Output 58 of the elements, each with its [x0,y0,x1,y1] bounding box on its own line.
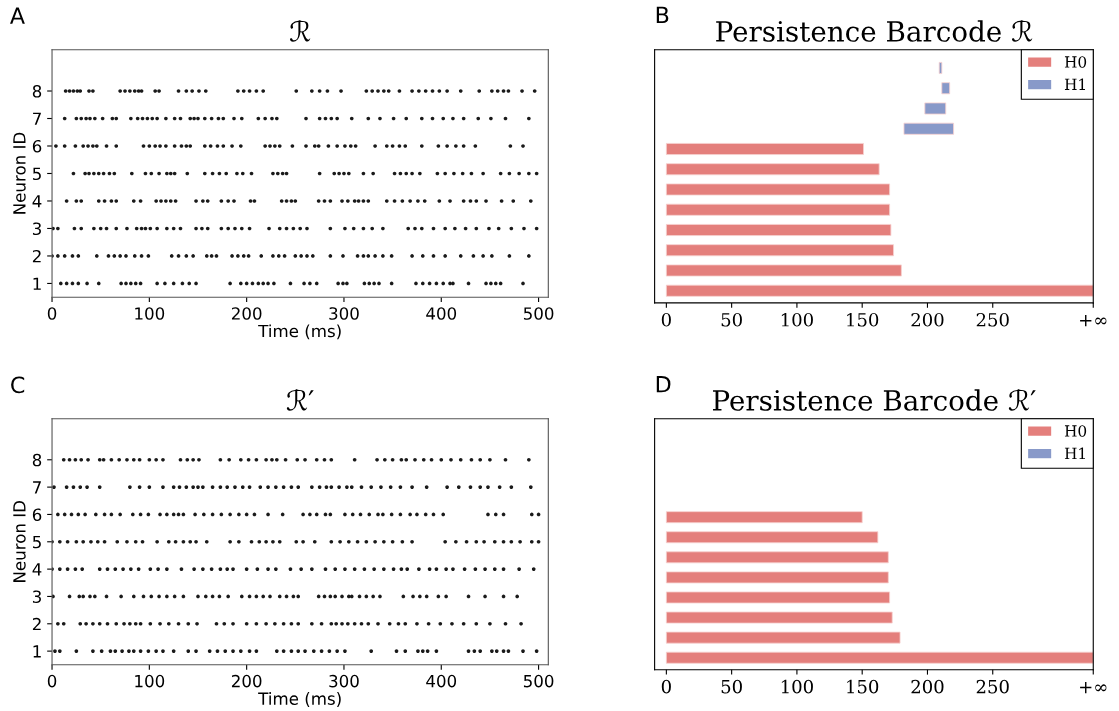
text: A [10,7,25,24]
x-tick-label: 50 [721,679,742,694]
x-tick-label: 150 [847,312,879,327]
x-tick-label: 0 [47,674,57,688]
y-tick-label: 6 [32,508,42,522]
x-tick-label: 400 [426,674,457,688]
y-tick-label: 5 [32,535,41,549]
y-tick-label: 4 [32,195,42,208]
chart-title: ℛ′ [286,388,314,411]
legend-label: H0 [1064,425,1087,437]
legend-label: H1 [1064,447,1085,459]
y-tick-label: 2 [32,249,41,263]
x-tick-label: 0 [661,679,671,694]
y-tick-label: 4 [32,563,42,576]
x-tick-label: 100 [781,312,813,327]
legend-label: H1 [1064,78,1085,90]
x-axis-title: Time (ms) [258,324,341,340]
y-tick-label: 8 [32,453,42,467]
y-axis-title: Neuron ID [13,132,26,214]
y-tick-label: 6 [32,139,42,153]
y-tick-label: 7 [33,112,41,125]
x-tick-label: +∞ [1080,315,1107,327]
y-axis-title: Neuron ID [13,500,26,582]
x-tick-label: 300 [329,307,359,320]
x-tick-label: 250 [976,679,1009,694]
y-tick-label: 2 [32,617,41,631]
y-tick-label: 3 [32,222,41,236]
y-tick-label: 8 [32,84,42,98]
y-tick-label: 7 [33,481,41,494]
x-tick-label: 300 [329,674,359,688]
x-axis-title: Time (ms) [258,692,341,707]
x-tick-label: 150 [847,679,879,694]
text: D [656,376,671,393]
x-tick-label: 100 [135,307,165,320]
text: B [656,6,669,23]
y-tick-label: 1 [33,277,41,290]
legend-label: H0 [1064,56,1087,68]
y-tick-label: 1 [33,645,41,658]
x-tick-label: 0 [661,312,671,327]
x-tick-label: 400 [426,307,457,320]
x-tick-label: 200 [231,307,262,320]
x-tick-label: +∞ [1080,681,1107,694]
text: C [11,376,25,394]
x-tick-label: 50 [721,312,742,327]
x-tick-label: 200 [911,679,944,694]
chart-title: Persistence Barcode ℛ [716,19,1033,42]
x-tick-label: 250 [976,312,1009,327]
x-tick-label: 0 [47,307,57,320]
x-tick-label: 500 [523,307,554,320]
y-tick-label: 5 [32,167,41,181]
chart-title: Persistence Barcode ℛ′ [713,388,1036,411]
y-tick-label: 3 [32,590,41,604]
chart-title: ℛ [289,19,311,42]
x-tick-label: 100 [781,679,813,694]
x-tick-label: 200 [911,312,944,327]
x-tick-label: 500 [523,674,554,688]
x-tick-label: 100 [135,674,165,688]
x-tick-label: 200 [231,674,262,688]
